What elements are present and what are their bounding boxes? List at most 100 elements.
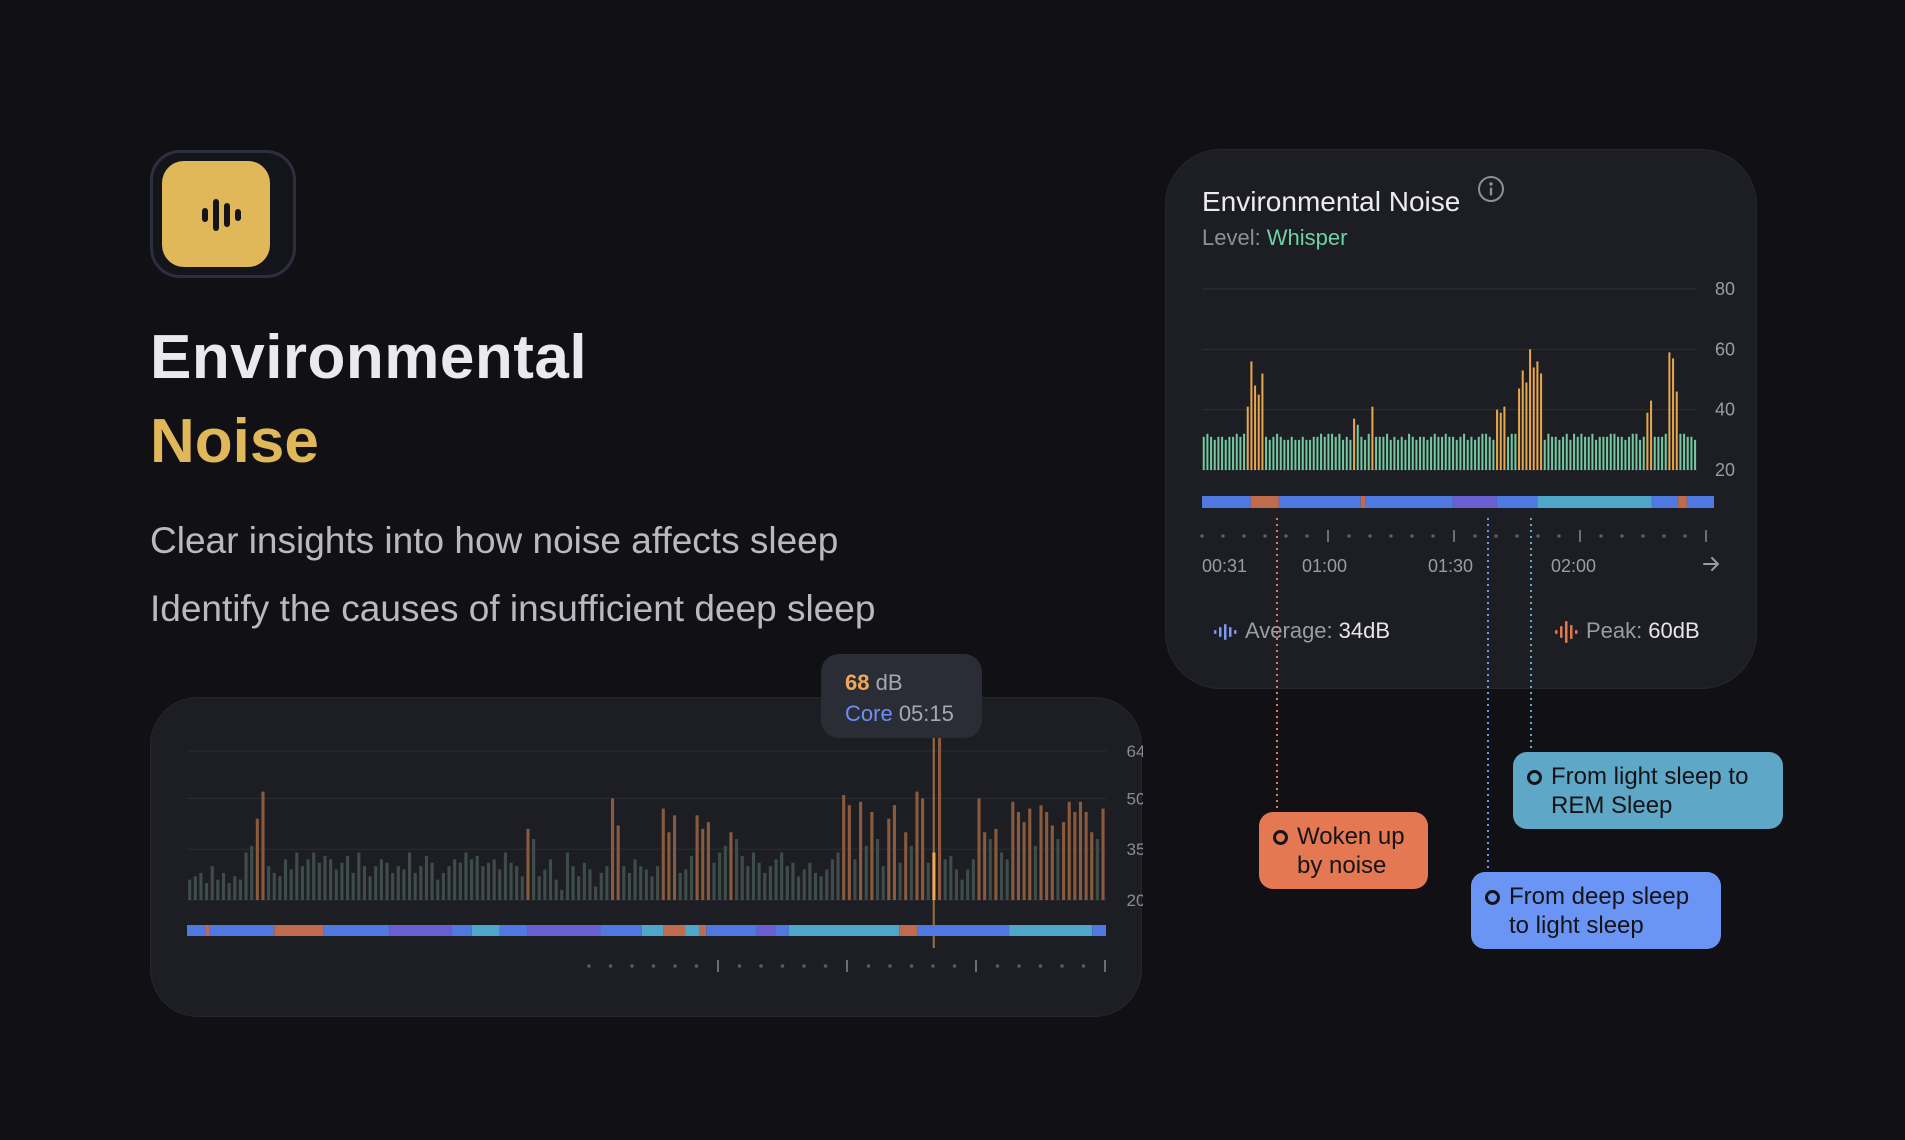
sleep-stage-segment (451, 925, 472, 936)
x-tick-label: 02:00 (1551, 556, 1596, 576)
x-tick-label: 01:30 (1428, 556, 1473, 576)
noise-bar (453, 859, 457, 900)
card-title: Environmental Noise (1202, 186, 1461, 217)
noise-bar (1525, 382, 1528, 470)
noise-tooltip: 68 dB Core 05:15 (821, 654, 982, 738)
noise-bar (1683, 433, 1686, 470)
noise-bar (1338, 433, 1341, 470)
noise-bar (492, 859, 496, 900)
noise-bar (1224, 439, 1227, 470)
noise-bar (757, 862, 761, 900)
noise-bar (1444, 433, 1447, 470)
noise-bar (250, 845, 254, 900)
environmental-noise-card[interactable]: Environmental Noise Level: Whisper 80 60 40… (1165, 149, 1757, 689)
noise-bar (1631, 433, 1634, 470)
noise-bar (954, 869, 959, 900)
noise-bar (334, 869, 338, 900)
noise-bar (470, 859, 474, 900)
noise-bar (1276, 433, 1279, 470)
noise-bar (385, 862, 389, 900)
noise-bar (238, 879, 242, 900)
noise-bar (661, 808, 665, 900)
noise-bar (915, 791, 919, 900)
noise-bar (475, 855, 479, 900)
x-tick-label: 01:00 (1302, 556, 1347, 576)
noise-bar (447, 866, 451, 900)
x-tick-dot (866, 964, 871, 968)
noise-timeline-card[interactable]: 64 50 35 20 (150, 697, 1143, 1018)
noise-bar (340, 862, 344, 900)
noise-bar (689, 855, 694, 900)
noise-bar (667, 832, 671, 900)
noise-bar (357, 852, 361, 900)
noise-bar (1620, 436, 1623, 470)
noise-bar (1477, 436, 1480, 470)
noise-bar (633, 859, 637, 900)
noise-bar (712, 862, 716, 900)
noise-bar (1598, 436, 1601, 470)
noise-bar (1356, 424, 1359, 470)
info-icon[interactable] (1476, 174, 1506, 204)
level-value: Whisper (1266, 225, 1348, 250)
noise-bar (1371, 406, 1374, 470)
noise-bar (1067, 801, 1071, 900)
noise-bar (255, 818, 259, 900)
noise-bar (1011, 801, 1015, 900)
noise-bar (1250, 361, 1253, 470)
noise-bar (1312, 436, 1315, 470)
noise-bar (1466, 439, 1469, 470)
noise-bar (1235, 433, 1238, 470)
noise-bar (1452, 436, 1455, 470)
noise-bar (1033, 845, 1037, 900)
noise-bar (1573, 433, 1576, 470)
noise-bar (1005, 859, 1009, 900)
noise-bar (188, 879, 192, 900)
noise-bar (554, 879, 558, 900)
noise-bar-chart[interactable]: 80 60 40 20 00:31 01:00 01:30 02:00 (1166, 150, 1758, 590)
noise-timeline-chart[interactable]: 64 50 35 20 (151, 698, 1143, 1018)
noise-bar (1378, 436, 1381, 470)
noise-bar (971, 859, 975, 900)
tooltip-stage-row: Core 05:15 (845, 701, 954, 727)
noise-bar (379, 859, 383, 900)
noise-bar (1628, 436, 1631, 470)
noise-bar (813, 872, 818, 900)
x-tick-dot (1410, 534, 1414, 538)
noise-bar (1657, 436, 1660, 470)
sound-wave-icon (1214, 624, 1237, 641)
x-tick-dot (1641, 534, 1645, 538)
noise-bar (1554, 436, 1557, 470)
noise-bar (368, 876, 372, 900)
noise-bar (768, 866, 772, 900)
sound-wave-icon (202, 199, 241, 231)
noise-bar (1342, 439, 1345, 470)
noise-bar (1389, 439, 1392, 470)
level-label: Level: (1202, 225, 1261, 250)
noise-bar (1540, 373, 1543, 470)
x-tick-dot (1200, 534, 1204, 538)
noise-bar (1547, 433, 1550, 470)
noise-bar (1039, 805, 1043, 900)
noise-bar (926, 862, 930, 900)
callout-dot (1273, 830, 1288, 845)
arrow-right-icon[interactable] (1703, 557, 1720, 571)
noise-bar (695, 815, 699, 900)
noise-bar (1514, 433, 1517, 470)
noise-bar (1202, 436, 1205, 470)
callout-dot (1485, 890, 1500, 905)
sound-wave-icon (1555, 621, 1578, 644)
x-tick-dot (888, 964, 892, 968)
sleep-stage-segment (699, 925, 707, 936)
x-tick-dot (608, 964, 613, 968)
noise-bar (1558, 439, 1561, 470)
noise-bar (1562, 436, 1565, 470)
x-tick-dot (1662, 534, 1666, 538)
noise-bar (548, 859, 553, 900)
noise-bar (1257, 394, 1260, 470)
x-tick-dot (931, 964, 935, 968)
noise-bar (419, 866, 423, 900)
sleep-stage-segment (663, 925, 686, 936)
noise-bar (898, 862, 902, 900)
sleep-stage-segment (187, 925, 206, 936)
noise-bar (227, 883, 231, 900)
